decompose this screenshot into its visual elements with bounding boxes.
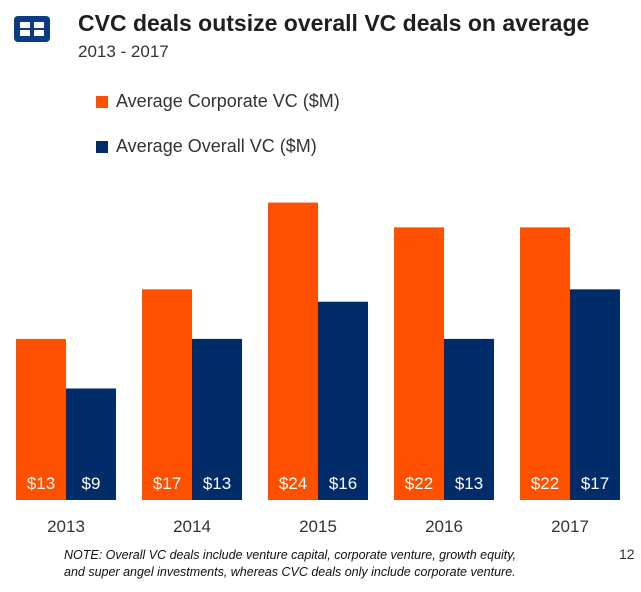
- bar-chart: $13 $9 2013 $17 $13 2014 $24 $16 2015 $22 $13 2016 $…: [16, 202, 620, 536]
- chart-subtitle: 2013 - 2017: [78, 42, 169, 61]
- data-label-corporate-2014: $17: [153, 474, 181, 493]
- data-label-corporate-2013: $13: [27, 474, 55, 493]
- data-label-overall-2013: $9: [82, 474, 101, 493]
- footnote: NOTE: Overall VC deals include venture c…: [64, 547, 516, 581]
- chart-title: CVC deals outsize overall VC deals on av…: [78, 10, 590, 36]
- data-label-overall-2017: $17: [581, 474, 609, 493]
- bar-overall-2013: [66, 388, 116, 500]
- bar-corporate-2013: [16, 338, 66, 500]
- bar-overall-2016: [444, 338, 494, 500]
- x-tick-label-2015: 2015: [299, 517, 337, 536]
- bar-corporate-2016: [394, 227, 444, 500]
- footnote-line-1: NOTE: Overall VC deals include venture c…: [64, 548, 517, 562]
- bar-corporate-2015: [268, 202, 318, 500]
- data-label-corporate-2016: $22: [405, 474, 433, 493]
- legend-item-corporate-vc: Average Corporate VC ($M): [96, 91, 340, 112]
- cb-insights-logo-icon: [14, 16, 50, 42]
- bar-corporate-2014: [142, 289, 192, 500]
- x-tick-label-2014: 2014: [173, 517, 211, 536]
- x-tick-label-2017: 2017: [551, 517, 589, 536]
- data-label-overall-2016: $13: [455, 474, 483, 493]
- legend-item-overall-vc: Average Overall VC ($M): [96, 136, 317, 157]
- data-label-corporate-2017: $22: [531, 474, 559, 493]
- legend-label-overall: Average Overall VC ($M): [116, 136, 317, 156]
- data-label-overall-2015: $16: [329, 474, 357, 493]
- x-tick-label-2016: 2016: [425, 517, 463, 536]
- data-label-corporate-2015: $24: [279, 474, 307, 493]
- bar-overall-2017: [570, 289, 620, 500]
- bar-corporate-2017: [520, 227, 570, 500]
- legend-swatch-corporate: [96, 95, 108, 108]
- bar-overall-2015: [318, 301, 368, 500]
- legend-label-corporate: Average Corporate VC ($M): [116, 91, 340, 111]
- data-label-overall-2014: $13: [203, 474, 231, 493]
- legend-swatch-overall: [96, 140, 108, 153]
- bar-overall-2014: [192, 338, 242, 500]
- page-number: 12: [619, 546, 635, 562]
- x-tick-label-2013: 2013: [47, 517, 85, 536]
- footnote-line-2: and super angel investments, whereas CVC…: [64, 565, 516, 579]
